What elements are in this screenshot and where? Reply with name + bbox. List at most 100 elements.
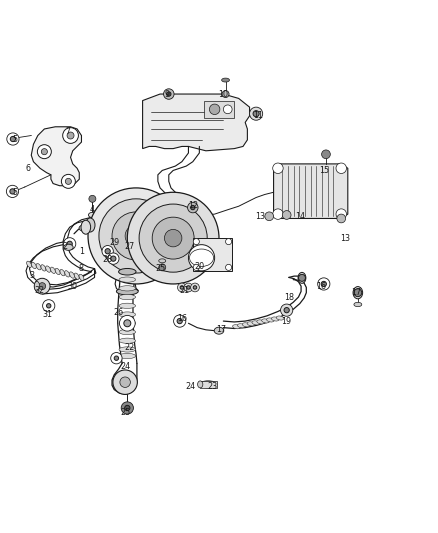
Text: 5: 5 — [12, 188, 17, 197]
Circle shape — [99, 199, 173, 273]
Text: 15: 15 — [319, 166, 329, 175]
Ellipse shape — [55, 268, 60, 274]
Ellipse shape — [354, 302, 362, 306]
Circle shape — [46, 304, 51, 308]
Ellipse shape — [159, 259, 166, 263]
Text: 19: 19 — [282, 317, 292, 326]
Polygon shape — [31, 127, 81, 185]
Ellipse shape — [198, 381, 203, 388]
Ellipse shape — [199, 381, 217, 388]
Circle shape — [159, 264, 166, 271]
Circle shape — [125, 225, 147, 247]
Ellipse shape — [247, 322, 255, 326]
Circle shape — [67, 241, 72, 246]
Ellipse shape — [242, 323, 250, 327]
Ellipse shape — [119, 329, 136, 335]
Ellipse shape — [272, 317, 279, 321]
Circle shape — [226, 239, 232, 245]
Ellipse shape — [261, 319, 269, 323]
Circle shape — [253, 111, 259, 117]
Circle shape — [354, 289, 362, 297]
Circle shape — [222, 91, 229, 98]
Text: 1: 1 — [79, 247, 84, 256]
Ellipse shape — [85, 218, 95, 232]
Circle shape — [193, 264, 199, 270]
Ellipse shape — [79, 274, 84, 280]
Ellipse shape — [237, 324, 245, 328]
Text: 11: 11 — [253, 111, 263, 120]
Circle shape — [166, 92, 171, 96]
Ellipse shape — [233, 325, 240, 329]
Text: 21: 21 — [179, 286, 189, 295]
Circle shape — [177, 318, 182, 324]
Circle shape — [61, 174, 75, 188]
Circle shape — [321, 281, 326, 287]
Text: 30: 30 — [68, 281, 78, 290]
Text: 4: 4 — [90, 205, 95, 214]
Ellipse shape — [74, 273, 79, 279]
Circle shape — [89, 195, 96, 203]
Circle shape — [65, 179, 71, 184]
Circle shape — [321, 150, 330, 159]
Text: 17: 17 — [216, 325, 226, 334]
Bar — [204, 101, 234, 118]
Text: 3: 3 — [30, 271, 35, 280]
Circle shape — [121, 402, 134, 414]
Circle shape — [223, 105, 232, 114]
Ellipse shape — [60, 270, 65, 276]
Circle shape — [273, 163, 283, 174]
Ellipse shape — [119, 321, 136, 326]
Circle shape — [191, 283, 199, 292]
Text: 14: 14 — [295, 212, 305, 221]
Text: 2: 2 — [63, 243, 68, 252]
Circle shape — [191, 205, 195, 210]
Ellipse shape — [252, 321, 260, 325]
Ellipse shape — [257, 320, 265, 324]
Text: 31: 31 — [43, 310, 53, 319]
Text: 5: 5 — [12, 135, 17, 144]
Text: 25: 25 — [155, 264, 165, 273]
Circle shape — [37, 144, 51, 159]
Circle shape — [108, 253, 119, 264]
Circle shape — [188, 245, 215, 271]
Polygon shape — [274, 164, 348, 219]
Circle shape — [298, 274, 305, 281]
Circle shape — [34, 278, 50, 294]
Circle shape — [226, 264, 232, 270]
Circle shape — [184, 283, 193, 292]
Polygon shape — [125, 207, 184, 243]
Circle shape — [88, 188, 184, 284]
Text: 23: 23 — [207, 382, 218, 391]
Text: 7: 7 — [66, 127, 71, 136]
Ellipse shape — [298, 272, 306, 284]
Circle shape — [64, 238, 76, 250]
Circle shape — [265, 212, 274, 221]
Text: 26: 26 — [113, 308, 124, 317]
Ellipse shape — [119, 312, 136, 317]
Circle shape — [127, 192, 219, 284]
Text: 24: 24 — [186, 382, 196, 391]
Ellipse shape — [119, 347, 136, 352]
Text: 25: 25 — [120, 408, 130, 417]
Circle shape — [111, 256, 116, 261]
Text: 12: 12 — [188, 201, 198, 210]
Ellipse shape — [119, 277, 136, 282]
Text: 13: 13 — [255, 212, 265, 221]
Circle shape — [281, 304, 293, 316]
Circle shape — [111, 352, 122, 364]
Ellipse shape — [32, 262, 36, 269]
Text: 20: 20 — [194, 262, 205, 271]
Ellipse shape — [34, 281, 39, 291]
Circle shape — [125, 405, 130, 410]
Circle shape — [7, 185, 18, 198]
Ellipse shape — [353, 287, 363, 299]
Ellipse shape — [119, 286, 136, 291]
Circle shape — [173, 315, 186, 327]
Circle shape — [63, 128, 78, 143]
Ellipse shape — [214, 327, 224, 334]
Text: 13: 13 — [341, 233, 350, 243]
Text: 10: 10 — [219, 90, 228, 99]
Text: 16: 16 — [317, 281, 327, 290]
Ellipse shape — [36, 263, 41, 270]
Circle shape — [209, 104, 220, 115]
